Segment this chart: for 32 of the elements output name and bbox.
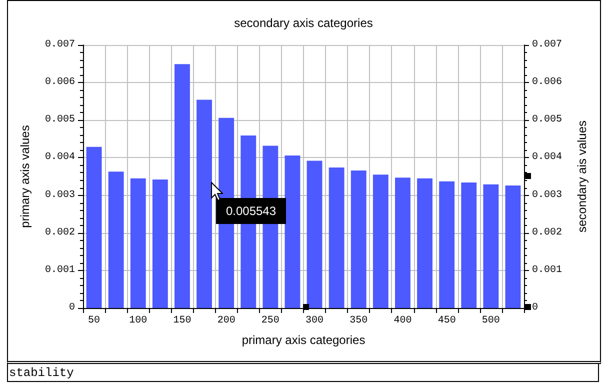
y2-tick-label: 0.006 [532, 77, 562, 88]
y2-axis-title: secondary ais values [575, 120, 589, 233]
y2-tick-label: 0.007 [532, 40, 562, 50]
y-tick-label: 0.005 [44, 114, 75, 126]
x-tick-label: 400 [394, 316, 412, 326]
y-tick-label: 0 [68, 302, 75, 314]
x-tick-label: 100 [129, 316, 148, 326]
y2-tick-label: 0.001 [532, 264, 562, 276]
x-tick-label: 150 [173, 316, 192, 326]
y2-tick-label: 0.005 [532, 114, 562, 126]
y2-tick-label: 0.003 [532, 190, 562, 201]
annotation: 0.005543 [226, 204, 276, 218]
x-axis-title: primary axis categories [242, 333, 366, 347]
y-tick-label: 0.002 [44, 227, 75, 238]
x-tick-label: 300 [306, 316, 324, 326]
y2-tick-label: 0.002 [532, 227, 562, 238]
y-tick-label: 0.001 [44, 264, 75, 276]
y2-tick-label: 0 [532, 302, 538, 314]
x2-axis-title: secondary axis categories [234, 16, 373, 30]
y2-tick-label: 0.004 [532, 152, 562, 164]
text: stability [7, 364, 599, 382]
y-tick-label: 0.006 [44, 77, 75, 88]
x-tick-label: 200 [217, 316, 236, 326]
y-tick-label: 0.003 [44, 190, 75, 201]
x-tick-label: 350 [350, 316, 368, 326]
x-tick-label: 500 [482, 316, 500, 326]
y-tick-label: 0.004 [44, 152, 75, 164]
y-tick-label: 0.007 [44, 40, 75, 50]
y-axis-title: primary axis values [18, 125, 32, 228]
x-tick-label: 450 [438, 316, 456, 326]
x-tick-label: 250 [261, 316, 280, 326]
x-tick-label: 50 [88, 316, 100, 326]
